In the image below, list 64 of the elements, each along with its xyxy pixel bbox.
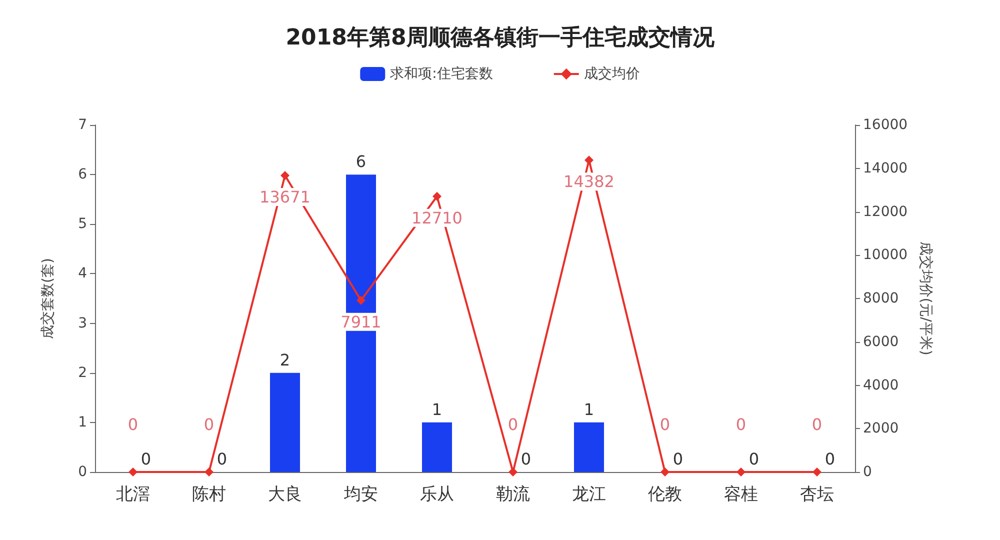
data-label: 0 bbox=[824, 450, 836, 468]
y-tick-label: 0 bbox=[78, 464, 87, 480]
y-tick-label: 1 bbox=[78, 414, 87, 430]
x-tick-label: 龙江 bbox=[572, 484, 606, 504]
y-tick-label: 5 bbox=[78, 216, 87, 232]
x-tick-label: 大良 bbox=[268, 484, 302, 504]
x-tick-label: 杏坛 bbox=[800, 484, 834, 504]
y2-tick-label: 4000 bbox=[863, 377, 899, 394]
data-label: 0 bbox=[128, 415, 138, 434]
y2-tick-label: 2000 bbox=[863, 420, 899, 437]
point bbox=[812, 468, 822, 476]
y2-tick-label: 12000 bbox=[863, 204, 908, 220]
x-tick-label: 容桂 bbox=[724, 484, 758, 504]
data-label: 0 bbox=[672, 450, 684, 468]
data-label: 0 bbox=[748, 450, 760, 468]
point bbox=[736, 468, 746, 476]
y-tick-label: 3 bbox=[78, 315, 87, 332]
x-tick-label: 伦教 bbox=[648, 484, 682, 504]
data-label: 0 bbox=[660, 415, 670, 434]
y-tick-label: 2 bbox=[78, 364, 87, 381]
chart-title: 2018年第8周顺德各镇街一手住宅成交情况 bbox=[286, 24, 716, 50]
data-label: 0 bbox=[812, 415, 822, 434]
data-label: 1 bbox=[584, 400, 594, 419]
y-tick-label: 7 bbox=[78, 117, 87, 133]
y2-tick-label: 14000 bbox=[863, 160, 908, 176]
data-label: 0 bbox=[204, 415, 214, 434]
y2-tick-label: 16000 bbox=[863, 117, 908, 133]
point bbox=[204, 468, 214, 476]
data-label: 12710 bbox=[412, 208, 462, 228]
data-label: 14382 bbox=[564, 172, 614, 192]
point bbox=[356, 296, 366, 305]
x-tick-label: 陈村 bbox=[192, 484, 226, 504]
data-label: 0 bbox=[508, 415, 518, 434]
data-label: 0 bbox=[216, 450, 228, 468]
point bbox=[508, 468, 518, 476]
bar bbox=[574, 422, 604, 472]
legend-label: 成交均价 bbox=[584, 66, 640, 82]
point bbox=[128, 468, 138, 476]
x-tick-label: 勒流 bbox=[496, 484, 530, 504]
data-label: 0 bbox=[520, 450, 532, 468]
y-tick-label: 6 bbox=[78, 166, 88, 183]
point bbox=[280, 171, 290, 180]
data-label: 0 bbox=[736, 415, 746, 434]
y-axis-title: 成交套数(套) bbox=[40, 258, 56, 339]
y2-axis-title: 成交均价(元/平米) bbox=[917, 242, 934, 356]
x-tick-label: 北滘 bbox=[116, 484, 150, 504]
y2-tick-label: 10000 bbox=[863, 247, 908, 264]
data-label: 0 bbox=[140, 450, 152, 468]
data-label: 2 bbox=[280, 350, 290, 370]
x-tick-label: 乐从 bbox=[420, 484, 454, 504]
y2-tick-label: 6000 bbox=[863, 334, 899, 350]
point bbox=[432, 192, 442, 201]
data-label: 7911 bbox=[340, 312, 382, 332]
y2-tick-label: 0 bbox=[863, 464, 872, 480]
data-label: 13671 bbox=[260, 188, 310, 207]
point bbox=[660, 468, 670, 476]
data-label: 1 bbox=[432, 400, 442, 419]
bar bbox=[270, 372, 300, 472]
y2-tick-label: 8000 bbox=[863, 290, 899, 306]
data-label: 6 bbox=[356, 152, 366, 172]
bar bbox=[422, 422, 452, 472]
legend-label: 求和项:住宅套数 bbox=[390, 66, 493, 82]
y-tick-label: 4 bbox=[78, 266, 88, 282]
x-tick-label: 均安 bbox=[343, 484, 378, 504]
